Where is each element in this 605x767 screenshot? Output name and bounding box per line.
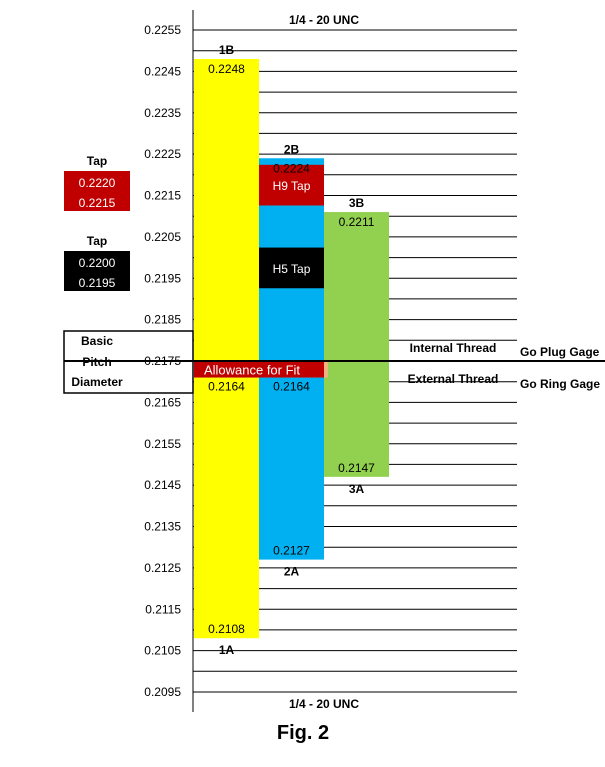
y-tick-label: 0.2095 bbox=[144, 685, 181, 699]
bar-value-label: 0.2248 bbox=[208, 62, 245, 76]
basic-pitch-label: Diameter bbox=[71, 375, 123, 389]
external-thread-label: External Thread bbox=[408, 372, 499, 386]
class-label: 3B bbox=[349, 196, 365, 210]
basic-pitch-label: Pitch bbox=[82, 355, 111, 369]
class-label: 3A bbox=[349, 482, 365, 496]
y-tick-label: 0.2115 bbox=[145, 602, 181, 616]
y-tick-label: 0.2225 bbox=[144, 147, 181, 161]
tap-side-value: 0.2195 bbox=[79, 276, 116, 290]
bar-value-label: 0.2108 bbox=[208, 622, 245, 636]
bar-value-label: 0.2147 bbox=[338, 461, 375, 475]
y-tick-label: 0.2205 bbox=[144, 230, 181, 244]
internal-thread-label: Internal Thread bbox=[410, 341, 497, 355]
tap-side-value: 0.2220 bbox=[79, 176, 116, 190]
y-tick-label: 0.2165 bbox=[144, 395, 181, 409]
allowance-label: Allowance for Fit bbox=[204, 362, 300, 377]
tap-side-box bbox=[64, 251, 130, 291]
chart-title-top: 1/4 - 20 UNC bbox=[289, 13, 359, 27]
bar-3a bbox=[324, 361, 389, 477]
bar-1b bbox=[194, 58, 259, 362]
y-tick-label: 0.2135 bbox=[144, 520, 181, 534]
tap-side-title: Tap bbox=[87, 154, 107, 168]
tap-band-label: H9 Tap bbox=[273, 179, 311, 193]
y-tick-label: 0.2145 bbox=[144, 478, 181, 492]
class-label: 2A bbox=[284, 565, 300, 579]
go-plug-gage-label: Go Plug Gage bbox=[520, 345, 600, 359]
y-tick-label: 0.2245 bbox=[144, 64, 181, 78]
basic-pitch-box bbox=[63, 330, 194, 394]
y-tick-label: 0.2215 bbox=[144, 189, 181, 203]
y-tick-label: 0.2235 bbox=[144, 106, 181, 120]
bar-3b bbox=[324, 212, 389, 361]
figure-label: Fig. 2 bbox=[277, 722, 329, 744]
allowance-edge bbox=[324, 361, 328, 378]
bar-value-label: 0.2164 bbox=[273, 380, 310, 394]
chart-title-bottom: 1/4 - 20 UNC bbox=[289, 697, 359, 711]
class-label: 1B bbox=[219, 43, 235, 57]
tap-side-value: 0.2200 bbox=[79, 256, 116, 270]
bar-1a bbox=[194, 377, 259, 639]
bar-value-label: 0.2164 bbox=[208, 380, 245, 394]
class-label: 2B bbox=[284, 142, 300, 156]
bar-value-label: 0.2211 bbox=[339, 215, 375, 229]
tap-band-h5 bbox=[259, 247, 324, 289]
tap-side-value: 0.2215 bbox=[79, 196, 116, 210]
y-tick-label: 0.2105 bbox=[144, 644, 181, 658]
y-tick-label: 0.2195 bbox=[144, 271, 181, 285]
y-tick-label: 0.2155 bbox=[144, 437, 181, 451]
go-ring-gage-label: Go Ring Gage bbox=[520, 377, 600, 391]
y-tick-label: 0.2255 bbox=[144, 23, 181, 37]
tap-band-h9 bbox=[259, 164, 324, 206]
allowance-band bbox=[194, 361, 324, 378]
bar-2a bbox=[259, 377, 324, 560]
tap-side-title: Tap bbox=[87, 234, 107, 248]
bar-value-label: 0.2127 bbox=[273, 544, 310, 558]
tap-band-label: H5 Tap bbox=[273, 262, 311, 276]
class-label: 1A bbox=[219, 643, 235, 657]
basic-pitch-label: Basic bbox=[81, 334, 113, 348]
tap-side-box bbox=[64, 171, 130, 211]
y-tick-label: 0.2185 bbox=[144, 313, 181, 327]
bar-value-label: 0.2224 bbox=[273, 161, 310, 175]
y-tick-label: 0.2125 bbox=[144, 561, 181, 575]
